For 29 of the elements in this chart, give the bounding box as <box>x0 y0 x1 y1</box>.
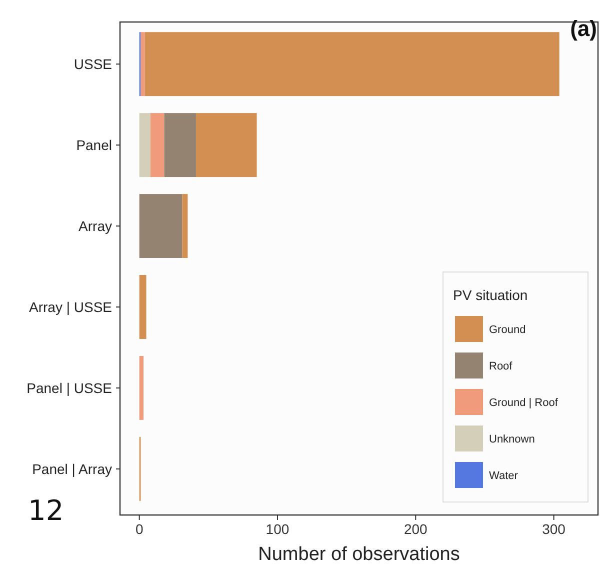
text: 12 <box>28 494 64 527</box>
bar <box>144 32 560 96</box>
y-tick-label: Panel | USSE <box>26 380 112 396</box>
legend-label: Water <box>489 470 518 482</box>
bar <box>150 113 164 178</box>
annotation: (a) <box>570 16 597 41</box>
y-tick-label: USSE <box>74 56 112 72</box>
x-tick-label: 100 <box>266 521 290 537</box>
legend-title: PV situation <box>453 287 528 303</box>
bar <box>182 194 188 258</box>
bar <box>164 113 196 178</box>
x-tick-label: 0 <box>135 521 144 537</box>
y-tick-label: Array <box>78 218 112 234</box>
bar <box>140 32 145 96</box>
y-tick-label: Panel | Array <box>32 460 112 477</box>
bar <box>139 356 144 420</box>
y-tick-label: Panel <box>76 136 112 153</box>
bar <box>139 194 182 258</box>
y-tick-label: Array | USSE <box>29 298 112 315</box>
bar <box>139 113 150 178</box>
x-axis-title: Number of observations <box>258 544 460 565</box>
bar <box>139 275 146 339</box>
legend-label: Ground <box>489 324 526 336</box>
legend-label: Ground | Roof <box>489 396 559 409</box>
bar <box>196 113 257 178</box>
legend-label: Roof <box>489 360 514 372</box>
x-tick-label: 200 <box>404 521 428 537</box>
legend-label: Unknown <box>489 433 535 446</box>
x-tick-label: 300 <box>542 521 566 537</box>
